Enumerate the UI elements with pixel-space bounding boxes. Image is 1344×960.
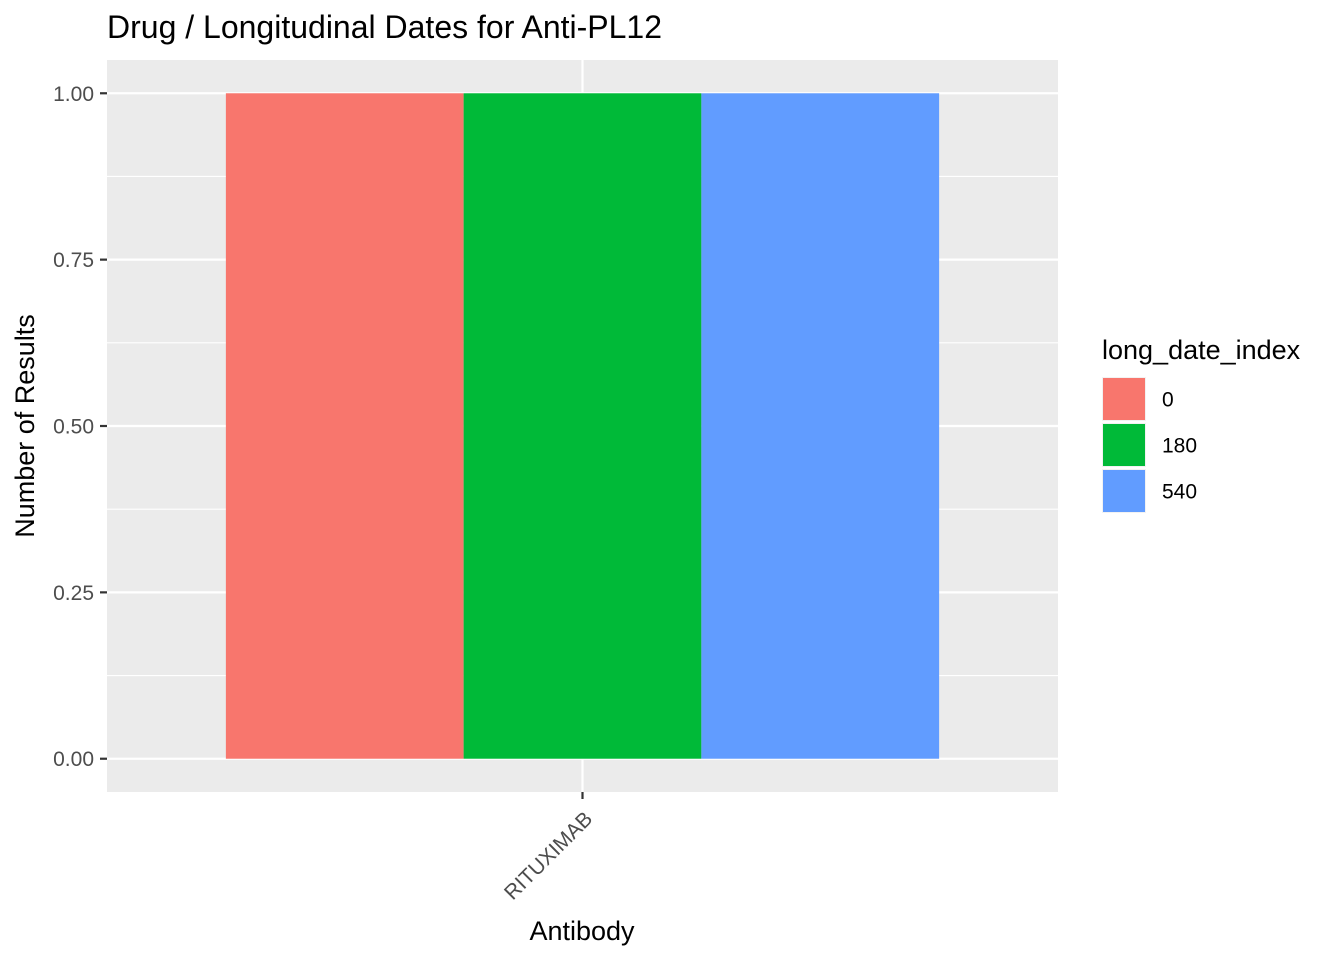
y-axis: 0.00 0.25 0.50 0.75 1.00 (53, 83, 107, 771)
legend-items: 0 180 540 (1102, 377, 1197, 513)
legend-key-0 (1103, 378, 1145, 420)
bars (225, 93, 940, 759)
legend-label: 540 (1162, 481, 1197, 504)
legend-key-540 (1103, 470, 1145, 512)
legend-label: 180 (1162, 435, 1197, 458)
y-tick-label: 0.75 (53, 249, 94, 272)
plot-panel (107, 60, 1058, 792)
y-tick-label: 0.50 (53, 416, 94, 439)
legend-title: long_date_index (1102, 335, 1301, 365)
x-axis: RITUXIMAB (500, 792, 597, 905)
legend: long_date_index 0 180 540 (1102, 335, 1301, 513)
y-tick-label: 0.00 (53, 748, 94, 771)
bar-540 (701, 93, 940, 759)
legend-key-180 (1103, 424, 1145, 466)
y-axis-title: Number of Results (10, 314, 40, 538)
bar-0 (225, 93, 464, 759)
x-axis-title: Antibody (529, 916, 635, 946)
x-tick-label: RITUXIMAB (500, 807, 597, 904)
legend-label: 0 (1162, 389, 1174, 412)
y-tick-label: 1.00 (53, 83, 94, 106)
chart-title: Drug / Longitudinal Dates for Anti-PL12 (107, 9, 662, 45)
bar-180 (463, 93, 702, 759)
y-tick-label: 0.25 (53, 582, 94, 605)
